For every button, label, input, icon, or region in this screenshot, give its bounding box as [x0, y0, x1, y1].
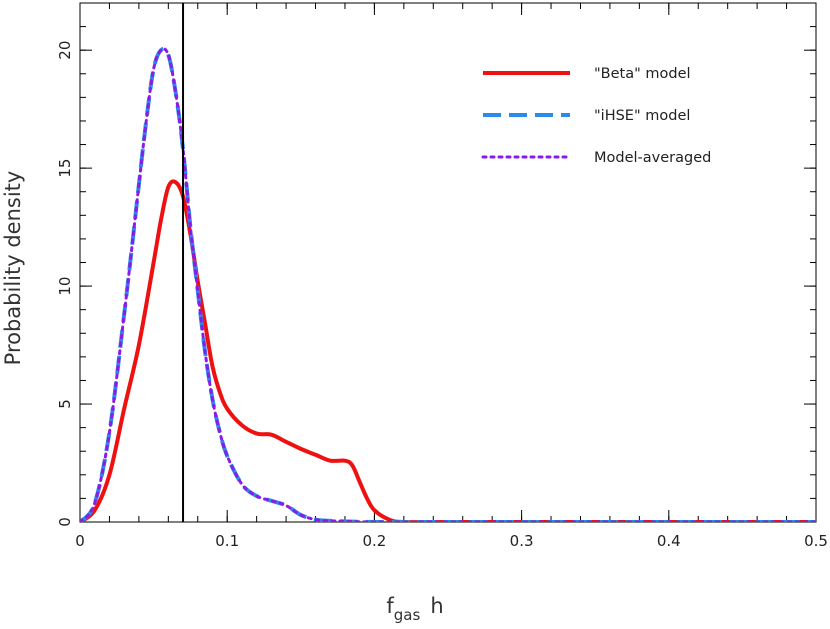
x-tick-label: 0.4 — [657, 532, 681, 550]
x-tick-label: 0.2 — [362, 532, 386, 550]
legend-label-1: "Beta" model — [594, 66, 691, 82]
y-tick-label: 0 — [56, 517, 74, 527]
series-line-1 — [80, 179, 816, 522]
x-tick-label: 0 — [75, 532, 85, 550]
y-axis-title: Probability density — [1, 171, 25, 366]
series-line-2 — [80, 46, 816, 522]
x-axis-title-suffix: h — [430, 594, 443, 618]
legend-label-3: Model-averaged — [594, 150, 711, 166]
axis-tick-labels: 0 0.1 0.2 0.3 0.4 0.5 0 5 10 15 20 — [56, 41, 828, 550]
data-curves — [80, 46, 816, 522]
x-axis-title-main: f — [386, 594, 394, 618]
x-tick-label: 0.5 — [804, 532, 828, 550]
x-axis-title-subscript: gas — [394, 606, 421, 624]
y-tick-label: 20 — [56, 41, 74, 60]
x-axis-title: fgas h — [386, 594, 443, 624]
x-tick-label: 0.1 — [215, 532, 239, 550]
legend: "Beta" model "iHSE" model Model-averaged — [481, 66, 711, 166]
y-tick-label: 15 — [56, 159, 74, 178]
x-tick-label: 0.3 — [510, 532, 534, 550]
plot-frame — [79, 2, 817, 523]
axis-ticks — [79, 2, 817, 523]
y-tick-label: 10 — [56, 277, 74, 296]
series-line-3 — [80, 47, 816, 522]
legend-label-2: "iHSE" model — [594, 108, 690, 124]
y-tick-label: 5 — [56, 399, 74, 409]
